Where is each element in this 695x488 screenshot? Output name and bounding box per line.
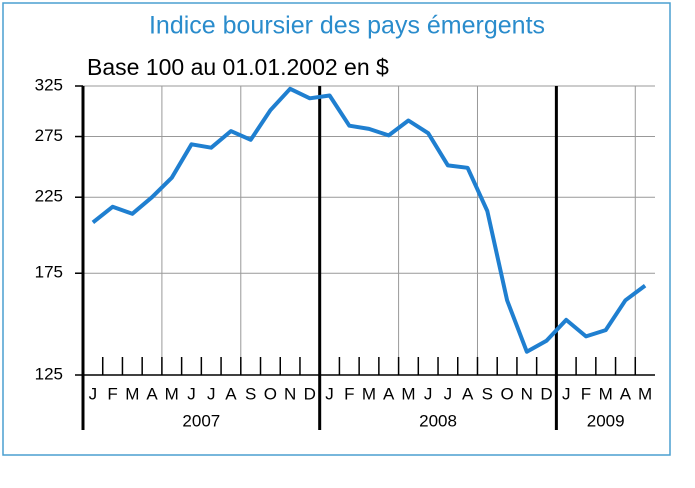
y-tick-label: 175 bbox=[35, 263, 63, 282]
x-tick-label: O bbox=[264, 384, 277, 403]
x-tick-label: N bbox=[521, 384, 533, 403]
y-tick-label: 275 bbox=[35, 126, 63, 145]
x-tick-label: J bbox=[187, 384, 196, 403]
y-tick-label: 325 bbox=[35, 75, 63, 94]
x-tick-label: F bbox=[107, 384, 117, 403]
x-tick-label: A bbox=[146, 384, 158, 403]
year-label: 2007 bbox=[182, 411, 220, 430]
x-tick-label: F bbox=[581, 384, 591, 403]
x-tick-label: A bbox=[383, 384, 395, 403]
x-tick-label: J bbox=[562, 384, 571, 403]
x-tick-label: J bbox=[424, 384, 433, 403]
x-tick-label: S bbox=[245, 384, 256, 403]
x-tick-label: D bbox=[304, 384, 316, 403]
x-tick-label: N bbox=[284, 384, 296, 403]
x-tick-label: J bbox=[325, 384, 334, 403]
x-tick-label: F bbox=[344, 384, 354, 403]
x-tick-label: S bbox=[482, 384, 493, 403]
x-tick-label: O bbox=[500, 384, 513, 403]
y-tick-label: 225 bbox=[35, 187, 63, 206]
year-label: 2009 bbox=[587, 411, 625, 430]
x-tick-label: J bbox=[89, 384, 98, 403]
x-tick-label: M bbox=[401, 384, 415, 403]
x-tick-label: M bbox=[125, 384, 139, 403]
x-tick-label: M bbox=[638, 384, 652, 403]
y-tick-label: 125 bbox=[35, 364, 63, 383]
frame bbox=[2, 2, 671, 456]
x-tick-label: J bbox=[444, 384, 453, 403]
year-label: 2008 bbox=[419, 411, 457, 430]
x-tick-label: A bbox=[225, 384, 237, 403]
line-series bbox=[91, 86, 647, 354]
x-tick-label: A bbox=[462, 384, 474, 403]
x-tick-label: M bbox=[362, 384, 376, 403]
x-tick-label: M bbox=[599, 384, 613, 403]
x-tick-label: D bbox=[540, 384, 552, 403]
chart-subtitle: Base 100 au 01.01.2002 en $ bbox=[87, 54, 389, 80]
chart-title: Indice boursier des pays émergents bbox=[149, 12, 545, 40]
x-tick-label: J bbox=[207, 384, 216, 403]
x-tick-label: A bbox=[620, 384, 632, 403]
x-tick-label: M bbox=[165, 384, 179, 403]
